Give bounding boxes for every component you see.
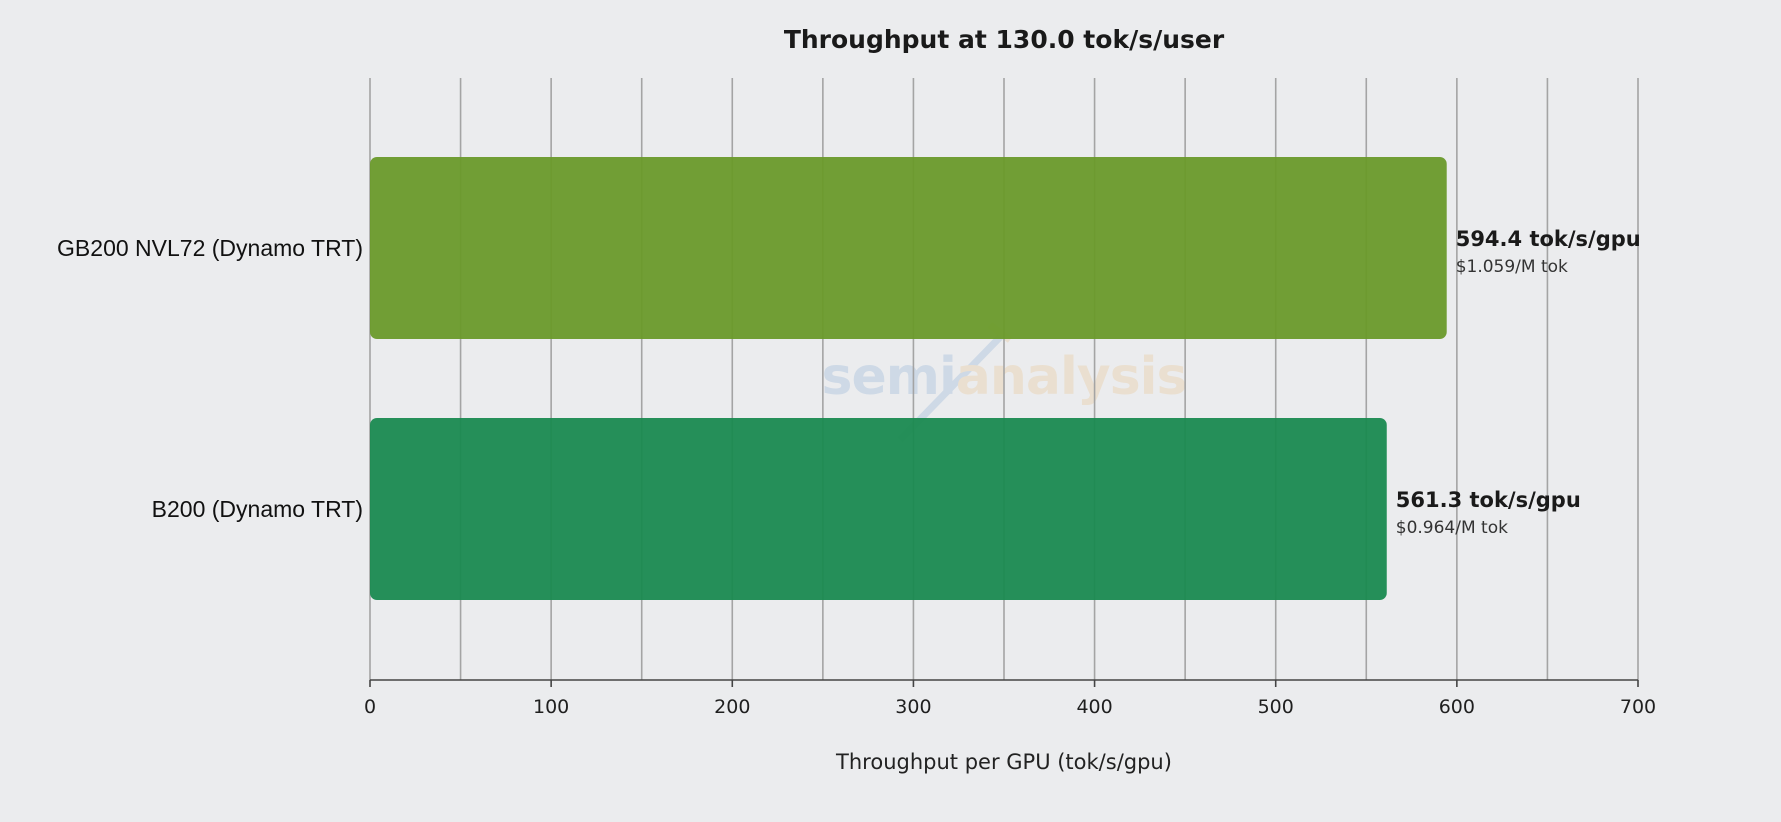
watermark: semianalysis bbox=[822, 322, 1187, 443]
x-axis-ticks: 0 100 200 300 400 500 600 700 bbox=[364, 679, 1656, 718]
cost-label: $0.964/M tok bbox=[1396, 518, 1508, 538]
bars bbox=[370, 157, 1447, 600]
x-tick-label: 600 bbox=[1439, 696, 1475, 718]
value-label: 594.4 tok/s/gpu bbox=[1456, 227, 1641, 251]
value-label: 561.3 tok/s/gpu bbox=[1396, 488, 1581, 512]
watermark-left: semi bbox=[822, 347, 956, 407]
x-tick-label: 200 bbox=[714, 696, 750, 718]
watermark-text: semianalysis bbox=[822, 347, 1187, 407]
x-tick-label: 400 bbox=[1076, 696, 1112, 718]
cost-label: $1.059/M tok bbox=[1456, 257, 1568, 277]
x-tick-label: 0 bbox=[364, 696, 376, 718]
bar bbox=[370, 157, 1447, 339]
x-axis-title: Throughput per GPU (tok/s/gpu) bbox=[835, 750, 1172, 774]
chart-title: Throughput at 130.0 tok/s/user bbox=[784, 25, 1225, 54]
category-label: GB200 NVL72 (Dynamo TRT) bbox=[57, 235, 363, 261]
x-tick-label: 100 bbox=[533, 696, 569, 718]
x-tick-label: 700 bbox=[1620, 696, 1656, 718]
category-labels: GB200 NVL72 (Dynamo TRT) B200 (Dynamo TRT… bbox=[57, 235, 363, 522]
category-label: B200 (Dynamo TRT) bbox=[152, 496, 363, 522]
bar bbox=[370, 418, 1387, 600]
x-tick-label: 500 bbox=[1258, 696, 1294, 718]
watermark-right: analysis bbox=[956, 347, 1187, 407]
bar-labels: 594.4 tok/s/gpu $1.059/M tok 561.3 tok/s/g… bbox=[1396, 227, 1641, 538]
x-tick-label: 300 bbox=[895, 696, 931, 718]
